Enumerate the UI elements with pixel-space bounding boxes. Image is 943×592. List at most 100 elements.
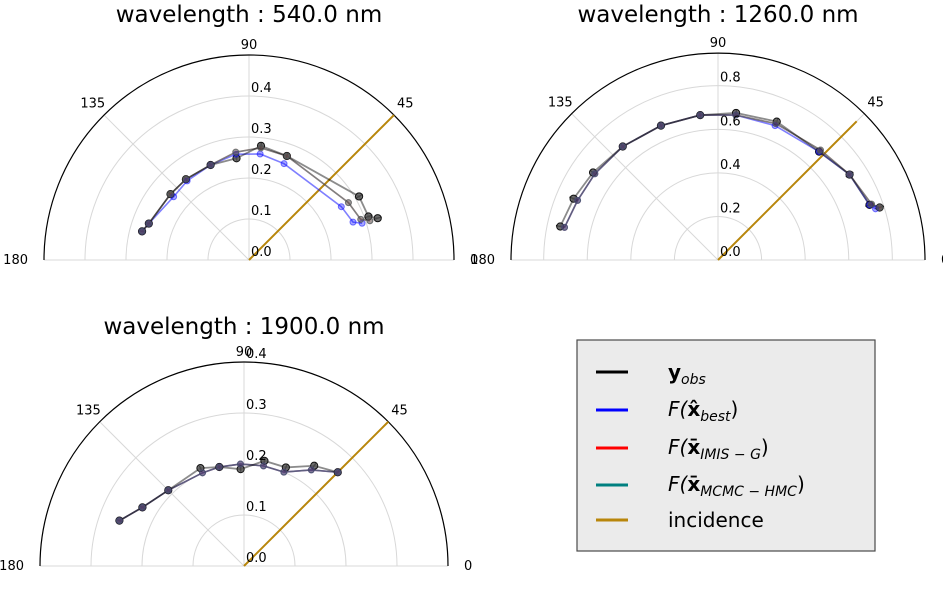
obs-marker (696, 110, 705, 120)
theta-tick-label: 45 (867, 95, 884, 110)
model-marker-mcmc (657, 122, 665, 130)
model-marker-mcmc (199, 469, 207, 477)
chart-title: wavelength : 1260.0 nm (577, 2, 858, 28)
model-marker-mcmc (817, 146, 825, 154)
r-tick-label: 0.0 (246, 551, 267, 566)
model-marker-mcmc (366, 217, 374, 225)
model-marker-mcmc (215, 463, 223, 471)
model-marker-mcmc (574, 196, 582, 204)
theta-tick-label: 90 (710, 36, 727, 51)
obs-marker (138, 503, 147, 512)
series-line-imis (118, 463, 338, 522)
theta-tick-label: 180 (3, 253, 28, 268)
theta-tick-label: 180 (470, 253, 495, 268)
model-marker-mcmc (561, 223, 569, 231)
legend: yobs F(x̂best) F(x̄IMIS − G) F(x̄MCMC − … (576, 339, 876, 552)
chart-title: wavelength : 540.0 nm (116, 2, 383, 28)
model-marker-best (256, 150, 264, 158)
legend-label-best: F(x̂best) (668, 397, 738, 425)
obs-marker (282, 151, 291, 161)
series-line-obs (559, 112, 880, 227)
r-tick-label: 0.1 (246, 500, 267, 515)
model-marker-mcmc (236, 460, 244, 468)
model-marker-mcmc (876, 203, 884, 211)
r-tick-label: 0.6 (720, 114, 741, 129)
obs-marker (373, 214, 382, 223)
model-marker-mcmc (280, 468, 288, 476)
obs-marker (731, 108, 741, 118)
theta-tick-label: 0 (470, 253, 478, 268)
model-marker-mcmc (166, 190, 174, 198)
polar-chart-2: 0.0 0.2 0.4 0.6 0.8 0 45 90 135 180 wavelength : 1… (470, 2, 943, 268)
legend-box (576, 339, 876, 552)
obs-marker (354, 192, 364, 201)
obs-marker (137, 227, 147, 236)
incidence-line (248, 114, 395, 261)
obs-marker (206, 160, 215, 170)
theta-gridline (99, 421, 245, 567)
r-tick-label: 0.4 (246, 347, 267, 362)
r-tick-label: 0.4 (720, 158, 741, 173)
model-marker-mcmc (357, 215, 365, 223)
obs-marker (115, 516, 124, 525)
obs-marker (164, 486, 173, 495)
model-marker-best (349, 218, 357, 226)
model-marker-mcmc (257, 144, 265, 152)
r-tick-label: 0.8 (720, 71, 741, 86)
model-marker-mcmc (732, 111, 740, 119)
series-line-obs (118, 459, 339, 522)
model-marker-mcmc (772, 120, 780, 128)
theta-tick-label: 90 (241, 38, 258, 53)
series-line-best (118, 463, 338, 522)
theta-gridline (571, 113, 719, 261)
polar-chart-1: 0.0 0.1 0.2 0.3 0.4 0 45 90 135 180 wavelength : 5… (3, 2, 478, 268)
series-line-mcmc (118, 463, 338, 522)
theta-tick-label: 135 (76, 403, 101, 418)
model-marker-mcmc (138, 227, 146, 235)
obs-marker (215, 462, 224, 472)
model-marker-mcmc (115, 517, 123, 525)
theta-tick-label: 45 (397, 97, 414, 112)
model-marker-mcmc (259, 462, 267, 470)
r-tick-label: 0.1 (251, 204, 272, 219)
chart-title: wavelength : 1900.0 nm (103, 314, 384, 340)
polar-frame (43, 54, 455, 261)
model-marker-best (280, 160, 288, 168)
model-marker-mcmc (846, 171, 854, 179)
legend-label-obs: yobs (668, 360, 706, 388)
theta-tick-label: 135 (80, 97, 105, 112)
theta-tick-label: 135 (548, 95, 573, 110)
polar-frame (39, 361, 449, 567)
theta-tick-label: 0 (941, 253, 943, 268)
incidence-line (243, 421, 389, 567)
model-marker-mcmc (138, 503, 146, 511)
series-line-best (141, 153, 363, 232)
model-marker-mcmc (696, 111, 704, 119)
model-marker-mcmc (232, 148, 240, 156)
model-marker-mcmc (145, 220, 153, 228)
r-tick-label: 0.2 (720, 201, 741, 216)
model-marker-best (358, 219, 366, 227)
obs-marker (364, 212, 373, 221)
r-tick-label: 0.0 (251, 245, 272, 260)
polar-chart-3: 0.0 0.1 0.2 0.3 0.4 0 45 90 135 180 wavelength : 1… (0, 314, 472, 574)
legend-label-incidence: incidence (668, 508, 764, 532)
obs-marker (256, 141, 266, 150)
r-tick-label: 0.2 (246, 449, 267, 464)
obs-marker (236, 465, 245, 474)
obs-marker (569, 194, 578, 203)
model-marker-mcmc (307, 466, 315, 474)
obs-marker (144, 219, 153, 228)
obs-marker (333, 468, 342, 477)
theta-tick-label: 45 (391, 403, 408, 418)
model-marker-mcmc (182, 175, 190, 183)
obs-marker (845, 170, 854, 179)
model-marker-mcmc (164, 486, 172, 494)
model-marker-mcmc (344, 199, 352, 207)
theta-tick-label: 180 (0, 559, 24, 574)
model-marker-best (337, 203, 345, 211)
model-marker-mcmc (283, 152, 291, 160)
polar-frame (510, 52, 926, 261)
